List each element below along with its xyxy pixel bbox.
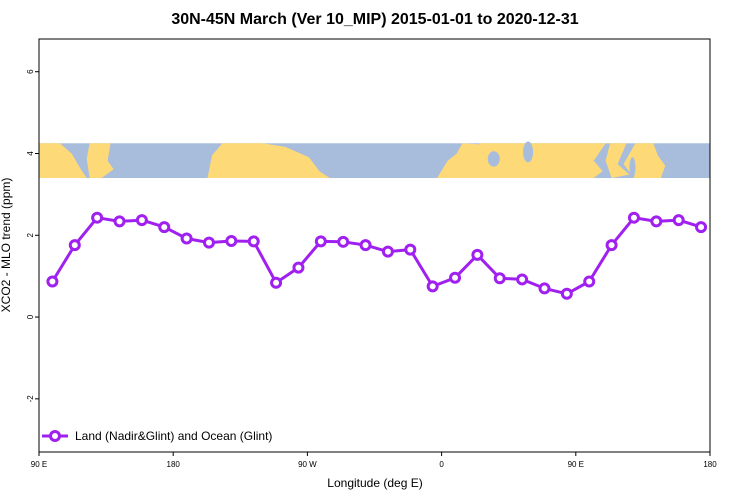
data-point	[426, 280, 439, 293]
data-point	[202, 236, 215, 249]
plot-frame	[38, 38, 711, 453]
map-land-5	[605, 143, 630, 178]
y-tick-label: 6	[26, 69, 35, 74]
data-point	[337, 235, 350, 248]
x-axis: 90 E 180 90 W 0 90 E 180	[31, 452, 717, 469]
data-point	[583, 275, 596, 288]
data-point	[270, 276, 283, 289]
x-tick-label: 90 E	[31, 460, 47, 469]
x-tick-label: 0	[439, 460, 444, 469]
data-point	[493, 272, 506, 285]
data-point	[180, 232, 193, 245]
map-sea-2	[523, 141, 534, 163]
map-land-4	[478, 143, 606, 178]
x-tick-label: 180	[703, 460, 717, 469]
data-point	[314, 235, 327, 248]
x-axis-label: Longitude (deg E)	[327, 476, 422, 490]
legend-marker	[49, 430, 61, 442]
y-tick-label: 2	[26, 233, 35, 238]
y-tick-label: 0	[26, 314, 35, 319]
data-point	[560, 287, 573, 300]
legend: Land (Nadir&Glint) and Ocean (Glint)	[42, 429, 272, 443]
data-point	[605, 239, 618, 252]
data-point	[247, 235, 260, 248]
map-land-0	[39, 143, 87, 178]
map-land-1	[86, 143, 114, 178]
y-tick-label: 4	[26, 151, 35, 156]
data-point	[225, 235, 238, 248]
map-land-2	[207, 143, 330, 178]
data-point	[650, 215, 663, 228]
data-point	[404, 243, 417, 256]
data-point	[135, 214, 148, 227]
x-tick-label: 180	[167, 460, 181, 469]
map-sea-1	[487, 151, 500, 167]
data-point	[46, 275, 59, 288]
data-point	[91, 211, 104, 224]
x-tick-label: 90 W	[298, 460, 317, 469]
y-axis-label: XCO2 - MLO trend (ppm)	[0, 178, 13, 313]
data-point	[627, 211, 640, 224]
data-point	[672, 214, 685, 227]
x-tick-label: 90 E	[568, 460, 584, 469]
data-point	[449, 271, 462, 284]
data-point	[381, 245, 394, 258]
world-map-strip	[39, 141, 710, 179]
data-point	[695, 221, 708, 234]
data-point	[68, 239, 81, 252]
y-axis: -2 0 2 4 6	[26, 69, 39, 402]
data-point	[158, 221, 171, 234]
data-point	[292, 261, 305, 274]
chart-title: 30N-45N March (Ver 10_MIP) 2015-01-01 to…	[171, 11, 578, 28]
data-point	[538, 282, 551, 295]
data-point	[471, 248, 484, 261]
data-point	[516, 273, 529, 286]
series-line	[51, 216, 702, 296]
data-point	[113, 215, 126, 228]
legend-label: Land (Nadir&Glint) and Ocean (Glint)	[75, 429, 272, 443]
map-sea-3	[629, 157, 636, 179]
data-point	[359, 239, 372, 252]
series-layer	[46, 211, 708, 300]
map-sea-0	[348, 153, 357, 172]
y-tick-label: -2	[26, 395, 35, 403]
